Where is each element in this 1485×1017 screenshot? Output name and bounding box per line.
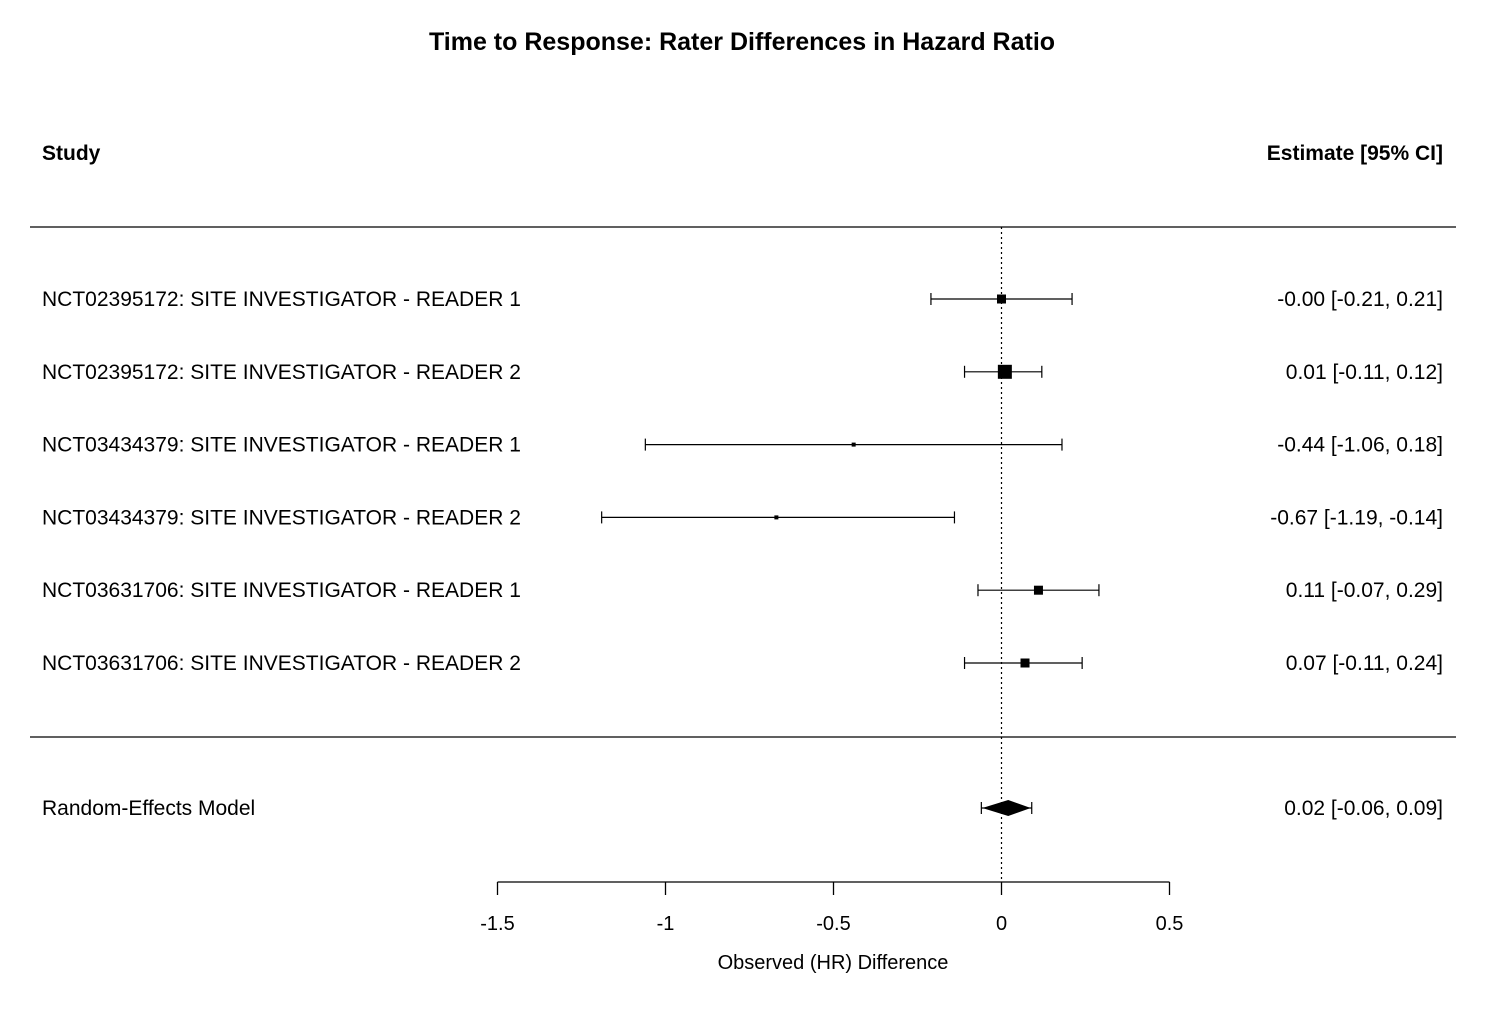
study-row: NCT03631706: SITE INVESTIGATOR - READER … [42,579,1443,602]
estimate-column-header: Estimate [95% CI] [1267,142,1443,165]
study-label: NCT03434379: SITE INVESTIGATOR - READER … [42,506,521,529]
estimate-ci-text: -0.67 [-1.19, -0.14] [1270,506,1443,529]
study-column-header: Study [42,142,101,165]
x-axis-tick-label: -0.5 [816,913,850,935]
study-label: NCT03434379: SITE INVESTIGATOR - READER … [42,434,521,457]
study-label: NCT02395172: SITE INVESTIGATOR - READER … [42,361,521,384]
study-row: NCT03434379: SITE INVESTIGATOR - READER … [42,434,1443,457]
study-row: NCT03631706: SITE INVESTIGATOR - READER … [42,652,1443,675]
summary-row: Random-Effects Model 0.02 [-0.06, 0.09] [42,797,1443,820]
summary-label: Random-Effects Model [42,797,255,820]
study-label: NCT03631706: SITE INVESTIGATOR - READER … [42,579,521,602]
point-estimate-square [997,294,1006,304]
summary-estimate-text: 0.02 [-0.06, 0.09] [1284,797,1443,820]
estimate-ci-text: -0.44 [-1.06, 0.18] [1277,434,1443,457]
x-axis-title: Observed (HR) Difference [718,952,949,974]
x-axis-tick-label: 0.5 [1156,913,1184,935]
estimate-ci-text: 0.01 [-0.11, 0.12] [1286,361,1443,384]
x-axis-tick-label: 0 [996,913,1007,935]
study-label: NCT03631706: SITE INVESTIGATOR - READER … [42,652,521,675]
estimate-ci-text: 0.07 [-0.11, 0.24] [1286,652,1443,675]
point-estimate-square [1020,658,1030,668]
point-estimate-square [851,442,856,447]
summary-diamond [982,800,1031,816]
estimate-ci-text: 0.11 [-0.07, 0.29] [1286,579,1443,602]
estimate-ci-text: -0.00 [-0.21, 0.21] [1277,288,1443,311]
study-row: NCT02395172: SITE INVESTIGATOR - READER … [42,288,1443,311]
x-axis-tick-label: -1 [657,913,675,935]
x-axis-tick-label: -1.5 [480,913,514,935]
point-estimate-square [774,515,779,520]
study-rows: NCT02395172: SITE INVESTIGATOR - READER … [42,288,1443,675]
point-estimate-square [997,364,1012,379]
study-row: NCT03434379: SITE INVESTIGATOR - READER … [42,506,1443,529]
chart-title: Time to Response: Rater Differences in H… [429,28,1055,56]
x-axis: -1.5 -1 -0.5 0 0.5 [480,881,1184,935]
study-label: NCT02395172: SITE INVESTIGATOR - READER … [42,288,521,311]
study-row: NCT02395172: SITE INVESTIGATOR - READER … [42,361,1443,384]
point-estimate-square [1033,585,1043,595]
